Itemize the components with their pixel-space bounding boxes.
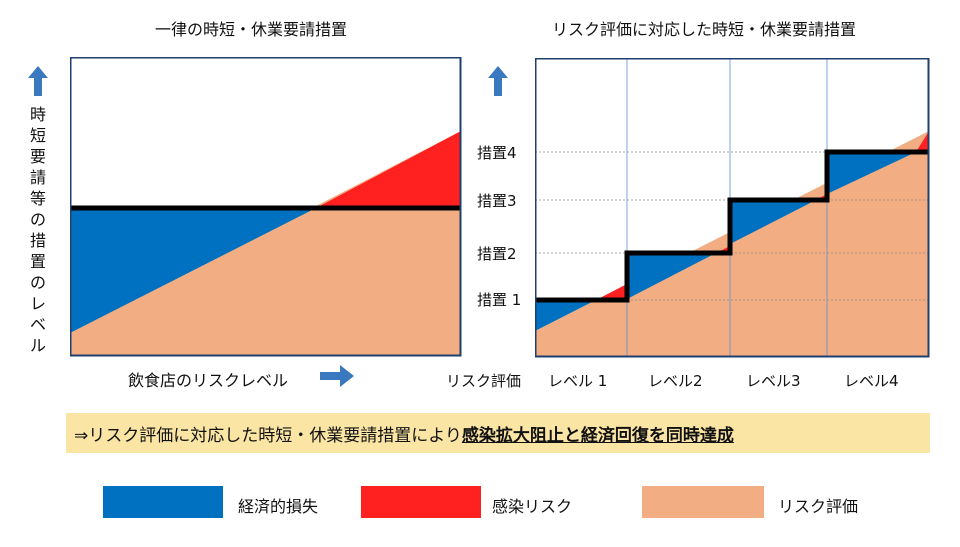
x-tick-level-3: レベル3 — [746, 372, 801, 390]
y-tick-measure-1: 措置 1 — [477, 291, 522, 309]
left-y-axis-label: 時短要請等の措置のレベル — [29, 105, 46, 355]
banner-prefix: ⇒リスク評価に対応した時短・休業要請措置により — [74, 425, 462, 446]
right-economic-loss-3 — [730, 200, 816, 244]
x-axis-right-arrow-icon — [320, 365, 354, 387]
y-tick-measure-2: 措置2 — [477, 245, 517, 263]
y-axis-up-arrow-icon — [28, 66, 48, 96]
legend-swatch-infection-risk — [361, 486, 481, 518]
right-x-axis-label: リスク評価 — [446, 372, 522, 390]
legend-swatch-economic-loss — [103, 486, 223, 518]
legend-label-risk-assessment: リスク評価 — [778, 497, 859, 516]
right-panel-title: リスク評価に対応した時短・休業要請措置 — [552, 20, 857, 39]
left-panel-title: 一律の時短・休業要請措置 — [155, 20, 348, 39]
right-economic-loss-2 — [627, 253, 716, 299]
right-chart — [535, 58, 930, 358]
right-measure-step-line — [535, 149, 929, 303]
y-tick-measure-3: 措置3 — [477, 192, 517, 210]
right-infection-risk-1 — [596, 284, 627, 300]
right-infection-risk-4 — [916, 131, 929, 152]
banner-emphasis: 感染拡大阻止と経済回復を同時達成 — [461, 425, 734, 446]
right-y-axis-up-arrow-icon — [488, 66, 508, 96]
legend-label-economic-loss: 経済的損失 — [238, 497, 319, 516]
y-tick-measure-4: 措置4 — [477, 144, 517, 162]
x-tick-level-2: レベル2 — [648, 372, 703, 390]
legend-label-infection-risk: 感染リスク — [492, 497, 573, 516]
legend-swatch-risk-assessment — [642, 486, 764, 518]
right-economic-loss-4 — [827, 152, 916, 194]
x-tick-level-1: レベル 1 — [548, 372, 608, 390]
x-tick-level-4: レベル4 — [844, 372, 899, 390]
left-chart — [70, 57, 462, 357]
left-x-axis-label: 飲食店のリスクレベル — [128, 371, 289, 390]
left-infection-risk-area — [316, 131, 461, 208]
right-economic-loss-1 — [535, 300, 596, 331]
left-economic-loss-area — [70, 208, 316, 333]
conclusion-banner: ⇒リスク評価に対応した時短・休業要請措置により 感染拡大阻止と経済回復を同時達成 — [66, 413, 930, 453]
